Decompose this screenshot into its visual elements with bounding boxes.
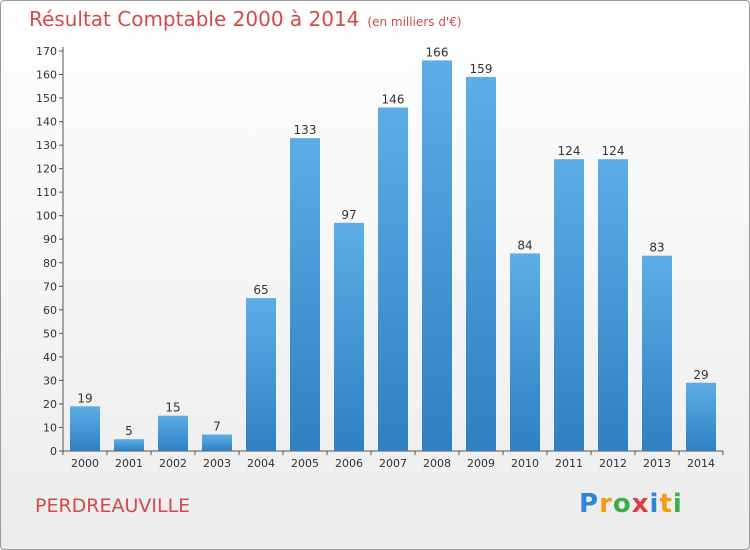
data-label-2014: 29 <box>693 368 708 382</box>
x-tick-label-2005: 2005 <box>291 457 319 470</box>
y-tick-label: 140 <box>36 116 57 129</box>
bar-2005 <box>290 138 320 451</box>
bar-2000 <box>70 406 100 451</box>
x-tick-label-2012: 2012 <box>599 457 627 470</box>
y-tick-label: 10 <box>43 421 57 434</box>
bar-2014 <box>686 382 716 451</box>
bar-2001 <box>114 439 144 451</box>
logo-letter: i <box>672 489 683 519</box>
x-tick-label-2007: 2007 <box>379 457 407 470</box>
labels: 19 2000 5 2001 15 2002 7 2003 65 2004 133 2005 97 200… <box>71 45 715 470</box>
y-tick-label: 170 <box>36 45 57 58</box>
bar-2008 <box>422 60 452 452</box>
bar-2009 <box>466 76 496 452</box>
x-tick-label-2010: 2010 <box>511 457 539 470</box>
data-label-2001: 5 <box>125 424 133 438</box>
x-tick-label-2006: 2006 <box>335 457 363 470</box>
bar-2004 <box>246 298 276 451</box>
data-label-2011: 124 <box>558 144 581 158</box>
bar-2007 <box>378 107 408 451</box>
chart-unit: (en milliers d'€) <box>367 15 462 29</box>
logo-letter: o <box>612 489 632 519</box>
bar-2013 <box>642 255 672 451</box>
proxiti-logo: Proxiti <box>579 489 683 519</box>
logo-letter: x <box>631 489 650 519</box>
bar-2003 <box>202 434 232 451</box>
chart-title-text: Résultat Comptable 2000 à 2014 <box>29 7 360 31</box>
bar-2010 <box>510 253 540 451</box>
logo-letter: P <box>579 489 600 519</box>
data-label-2000: 19 <box>77 391 92 405</box>
x-tick-label-2011: 2011 <box>555 457 583 470</box>
data-label-2007: 146 <box>382 93 405 107</box>
y-tick-label: 70 <box>43 280 57 293</box>
y-tick-label: 60 <box>43 304 57 317</box>
logo-letter: t <box>659 489 673 519</box>
data-label-2010: 84 <box>517 238 532 252</box>
y-tick-label: 50 <box>43 327 57 340</box>
y-tick-label: 100 <box>36 210 57 223</box>
x-tick-label-2003: 2003 <box>203 457 231 470</box>
y-tick-label: 110 <box>36 186 57 199</box>
x-tick-label-2008: 2008 <box>423 457 451 470</box>
x-tick-label-2000: 2000 <box>71 457 99 470</box>
bar-2002 <box>158 415 188 451</box>
y-tick-label: 120 <box>36 163 57 176</box>
bars <box>70 60 716 452</box>
y-tick-label: 130 <box>36 139 57 152</box>
y-tick-label: 20 <box>43 398 57 411</box>
data-label-2009: 159 <box>470 62 493 76</box>
y-tick-label: 160 <box>36 69 57 82</box>
x-tick-label-2009: 2009 <box>467 457 495 470</box>
bar-2011 <box>554 159 584 451</box>
commune-name: PERDREAUVILLE <box>35 495 191 517</box>
bar-2012 <box>598 159 628 451</box>
data-label-2012: 124 <box>602 144 625 158</box>
y-tick-label: 40 <box>43 351 57 364</box>
y-tick-label: 90 <box>43 233 57 246</box>
x-tick-label-2004: 2004 <box>247 457 275 470</box>
data-label-2008: 166 <box>426 45 449 59</box>
x-tick-label-2014: 2014 <box>687 457 715 470</box>
x-tick-label-2002: 2002 <box>159 457 187 470</box>
x-tick-label-2013: 2013 <box>643 457 671 470</box>
y-tick-label: 30 <box>43 374 57 387</box>
data-label-2003: 7 <box>213 420 221 434</box>
x-tick-label-2001: 2001 <box>115 457 143 470</box>
data-label-2005: 133 <box>294 123 317 137</box>
y-tick-label: 150 <box>36 92 57 105</box>
axes: 0 10 20 30 40 50 60 70 80 90 100 110 120 130 140 150 160… <box>36 45 724 458</box>
data-label-2002: 15 <box>165 401 180 415</box>
bar-2006 <box>334 222 364 451</box>
chart-title: Résultat Comptable 2000 à 2014 (en millie… <box>29 7 462 31</box>
logo-letter: i <box>649 489 660 519</box>
logo-letter: r <box>599 489 613 519</box>
data-label-2006: 97 <box>341 208 356 222</box>
data-label-2013: 83 <box>649 241 664 255</box>
y-tick-label: 80 <box>43 257 57 270</box>
data-label-2004: 65 <box>253 283 268 297</box>
y-tick-label: 0 <box>50 445 57 458</box>
